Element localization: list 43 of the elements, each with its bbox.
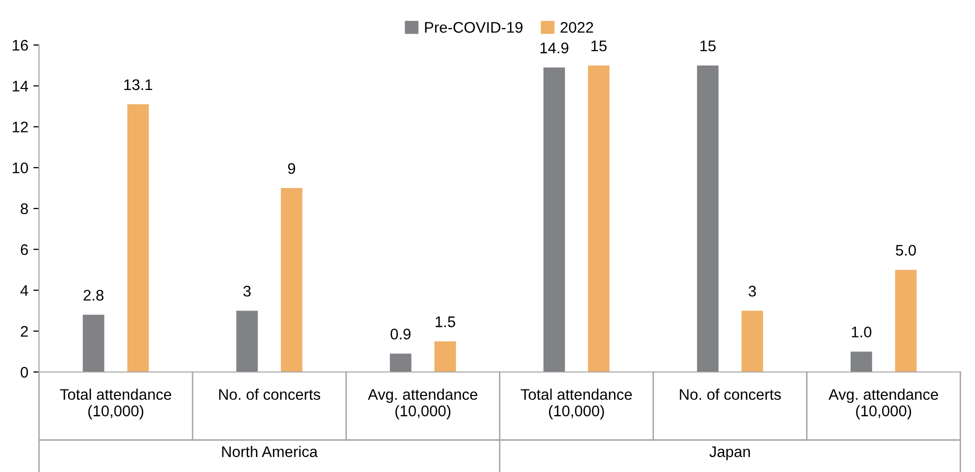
- data-label: 1.5: [436, 316, 456, 328]
- data-label: 13.1: [124, 79, 152, 90]
- data-label: 15: [700, 40, 716, 52]
- y-tick-label: 2: [20, 326, 28, 337]
- bar: [850, 352, 872, 372]
- y-tick-label: 12: [12, 122, 28, 132]
- bar: [434, 341, 456, 372]
- legend-label: Pre-COVID-19: [425, 22, 522, 33]
- y-tick-label: 14: [12, 80, 28, 92]
- bar: [82, 314, 104, 372]
- bar: [280, 188, 302, 372]
- bar: [543, 67, 565, 372]
- bar: [127, 104, 149, 372]
- bar: [236, 310, 258, 372]
- x-tick-label: No. of concerts: [219, 388, 320, 400]
- y-tick-label: 10: [12, 162, 28, 174]
- data-label: 3: [748, 286, 756, 297]
- data-label: 15: [591, 40, 607, 52]
- bar: [742, 310, 764, 372]
- x-tick-label: Avg. attendance (10,000): [828, 388, 938, 420]
- y-tick-label: 6: [20, 244, 28, 256]
- y-tick-label: 16: [12, 40, 28, 51]
- x-tick-label: No. of concerts: [680, 388, 781, 400]
- data-label: 0.9: [390, 328, 411, 340]
- data-label: 2.8: [84, 290, 104, 301]
- text: Japan: [709, 446, 750, 460]
- text: North America: [222, 446, 318, 458]
- bar: [697, 65, 719, 372]
- data-label: 3: [243, 286, 251, 297]
- x-tick-label: Total attendance (10,000): [520, 388, 632, 420]
- legend-label: 2022: [560, 22, 594, 33]
- data-label: 1.0: [852, 326, 872, 338]
- x-tick-label: Total attendance (10,000): [60, 388, 172, 420]
- data-label: 14.9: [540, 42, 568, 54]
- y-tick-label: 8: [20, 203, 28, 214]
- data-label: 9: [288, 163, 296, 174]
- y-tick-label: 0: [20, 366, 28, 378]
- bar: [390, 354, 412, 372]
- data-label: 5.0: [896, 244, 916, 256]
- bar: [895, 270, 917, 372]
- y-tick-label: 4: [20, 285, 28, 296]
- x-tick-label: Avg. attendance (10,000): [368, 388, 478, 420]
- bar: [588, 65, 610, 372]
